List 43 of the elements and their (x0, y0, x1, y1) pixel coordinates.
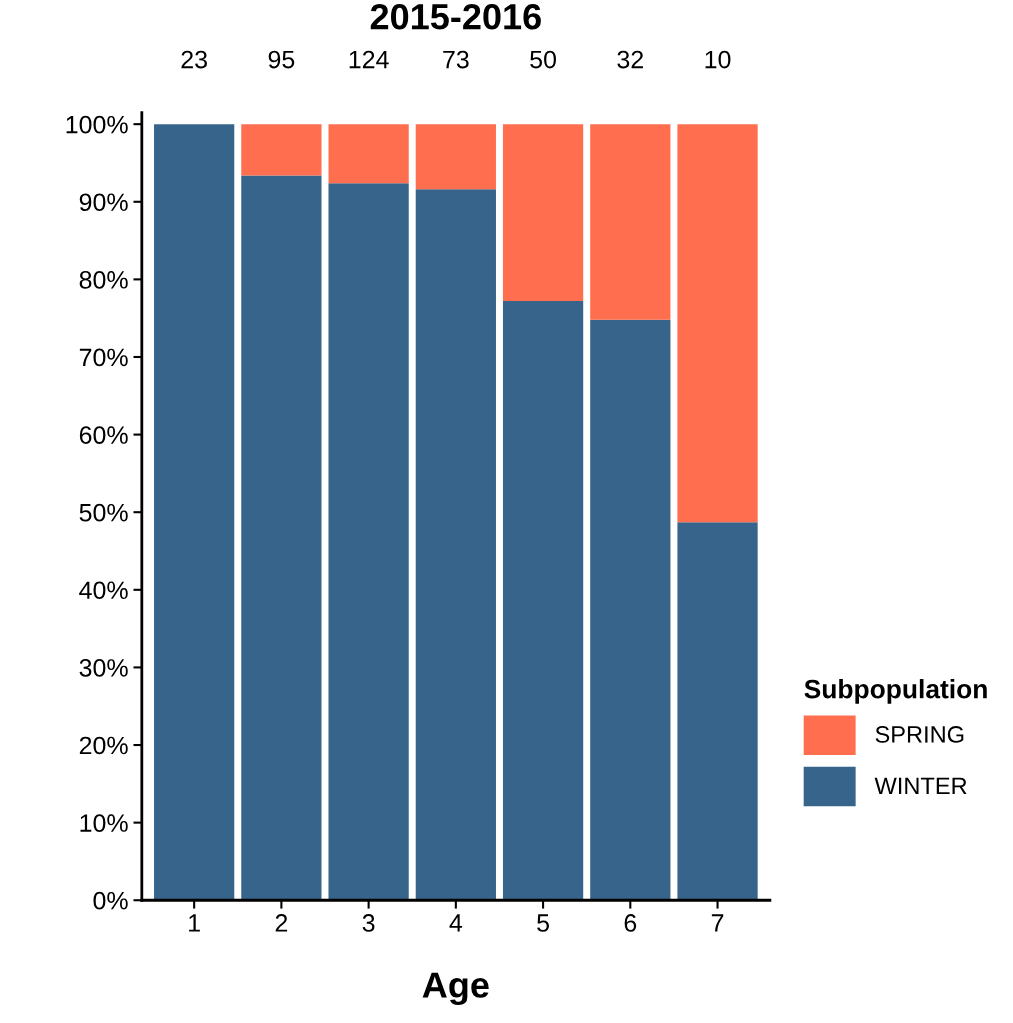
bar (241, 124, 322, 176)
y-tick-label: 40% (79, 581, 128, 600)
x-tick-label: 4 (449, 914, 463, 932)
chart-title: 2015-2016 (370, 3, 541, 30)
annotation: 124 (349, 50, 389, 69)
annotation: 32 (617, 50, 643, 69)
bar (677, 522, 758, 901)
y-tick-label: 100% (66, 115, 128, 134)
y-tick-label: 30% (79, 659, 128, 677)
y-tick-label: 20% (79, 736, 128, 755)
legend-title: Subpopulation (804, 679, 987, 704)
legend-label: WINTER (874, 777, 967, 794)
y-tick-label: 80% (79, 270, 128, 289)
annotation: 73 (443, 50, 469, 69)
bar (241, 175, 322, 901)
bar (415, 124, 496, 190)
bar (328, 124, 409, 184)
y-tick-label: 70% (79, 348, 128, 367)
bar (590, 319, 671, 901)
bar (677, 124, 758, 523)
legend-label: SPRING (875, 726, 964, 743)
bar (328, 183, 409, 901)
y-tick-label: 60% (79, 426, 128, 444)
x-tick-label: 2 (275, 914, 288, 932)
x-axis-title: Age (422, 972, 489, 1006)
bar (590, 124, 671, 320)
x-tick-label: 6 (624, 914, 637, 932)
bar (502, 124, 584, 302)
y-tick-label: 10% (80, 814, 128, 832)
bar (154, 124, 235, 901)
annotation: 23 (181, 50, 207, 69)
x-tick-label: 5 (537, 914, 549, 932)
annotation: 10 (705, 50, 731, 69)
x-tick-label: 1 (189, 914, 200, 932)
annotation: 95 (268, 50, 295, 69)
y-tick-label: 50% (79, 503, 128, 522)
bar (502, 301, 584, 901)
x-tick-label: 3 (362, 914, 375, 932)
x-tick-label: 7 (711, 914, 724, 932)
bar (415, 189, 496, 901)
y-tick-label: 90% (79, 193, 128, 212)
annotation: 50 (530, 50, 557, 69)
y-tick-label: 0% (93, 891, 128, 910)
